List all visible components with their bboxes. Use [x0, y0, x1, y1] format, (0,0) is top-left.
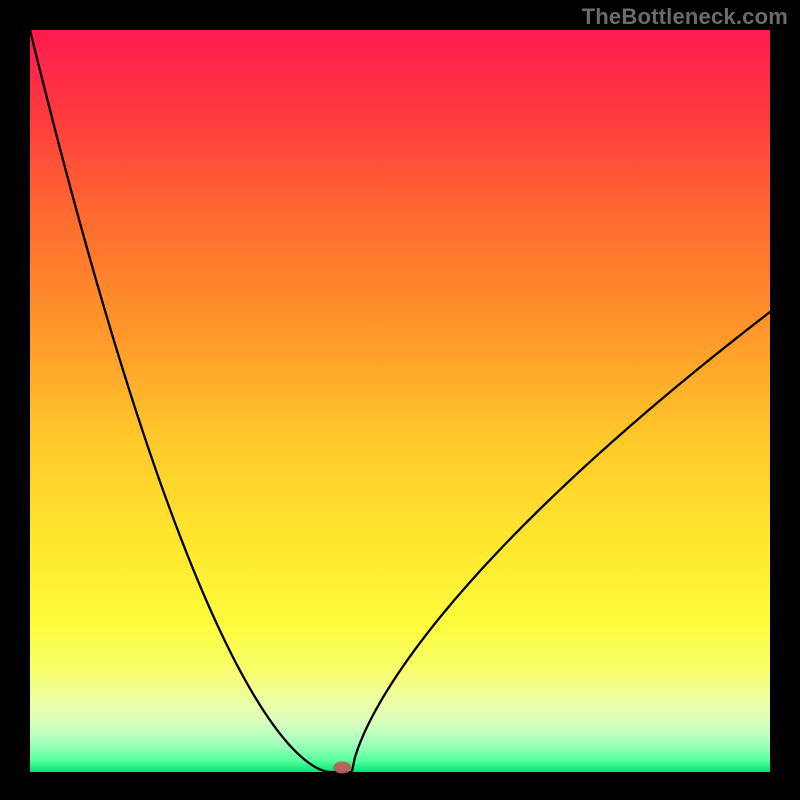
bottleneck-chart: [0, 0, 800, 800]
watermark-text: TheBottleneck.com: [582, 4, 788, 30]
optimum-marker: [333, 762, 351, 774]
